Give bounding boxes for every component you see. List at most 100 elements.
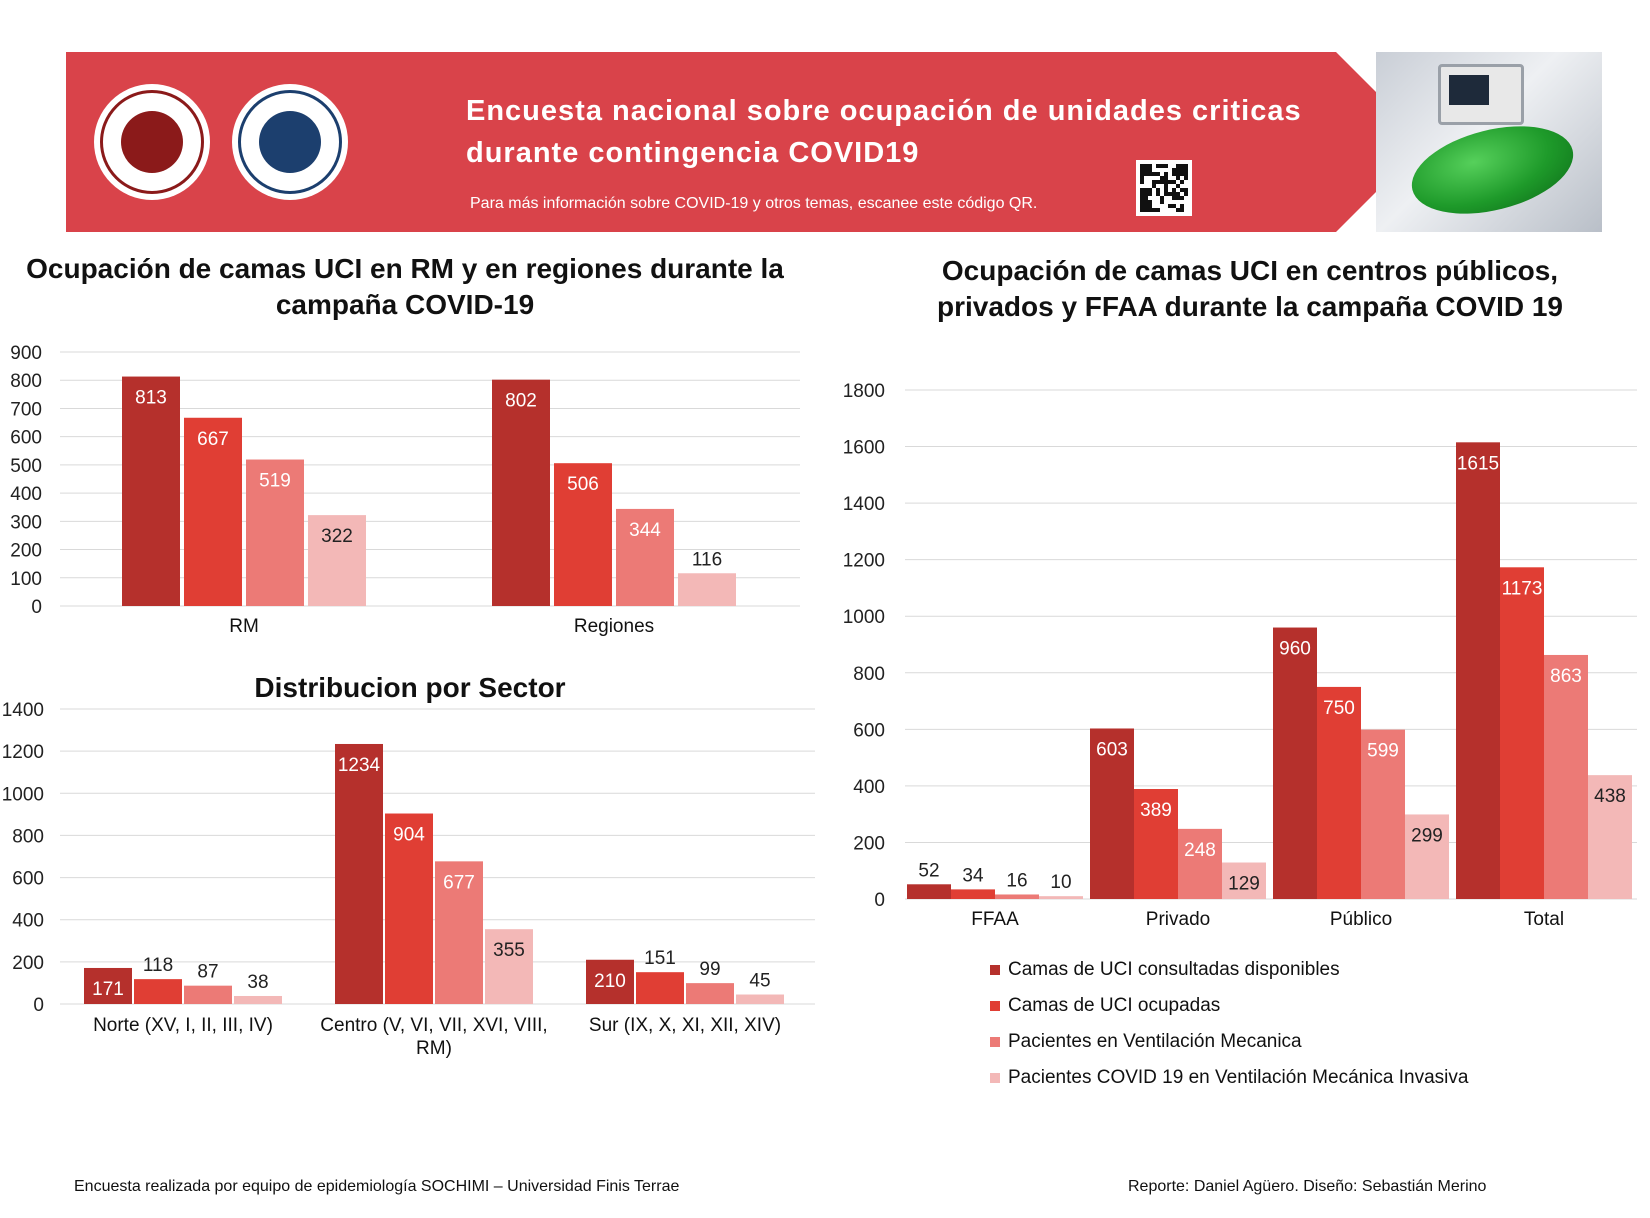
category-label: Centro (V, VI, VII, XVI, VIII, xyxy=(320,1015,547,1036)
legend-item: Pacientes COVID 19 en Ventilación Mecáni… xyxy=(990,1060,1468,1096)
footer-credit: Encuesta realizada por equipo de epidemi… xyxy=(74,1178,680,1195)
bar xyxy=(1222,862,1266,899)
bar xyxy=(184,985,232,1004)
data-label: 389 xyxy=(1140,800,1172,821)
y-tick-label: 0 xyxy=(33,995,44,1016)
category-label: Regiones xyxy=(574,616,654,637)
data-label: 344 xyxy=(629,520,661,541)
data-label: 210 xyxy=(594,971,626,992)
sochimi-logo xyxy=(94,84,210,200)
data-label: 129 xyxy=(1228,874,1260,895)
bar xyxy=(485,929,533,1004)
ventilator-photo xyxy=(1376,52,1602,232)
category-label: RM xyxy=(229,616,259,637)
y-tick-label: 1000 xyxy=(2,784,44,805)
legend-label: Pacientes en Ventilación Mecanica xyxy=(1008,1031,1302,1052)
bar xyxy=(736,994,784,1004)
legend-item: Camas de UCI ocupadas xyxy=(990,988,1468,1024)
bar xyxy=(1456,442,1500,899)
monitor-icon xyxy=(1438,64,1524,125)
category-label: Norte (XV, I, II, III, IV) xyxy=(93,1015,273,1036)
category-label: Total xyxy=(1524,909,1564,930)
bar xyxy=(1544,654,1588,899)
bar xyxy=(84,967,132,1004)
data-label: 960 xyxy=(1279,639,1311,660)
header-banner: Encuesta nacional sobre ocupación de uni… xyxy=(66,52,1602,232)
y-tick-label: 600 xyxy=(10,428,42,449)
y-tick-label: 100 xyxy=(10,569,42,590)
data-label: 1615 xyxy=(1457,453,1499,474)
data-label: 34 xyxy=(962,865,984,886)
banner-note: Para más información sobre COVID-19 y ot… xyxy=(470,195,1038,212)
data-label: 1234 xyxy=(338,755,381,776)
bar xyxy=(122,376,180,606)
data-label: 355 xyxy=(493,940,525,961)
bar xyxy=(1090,728,1134,899)
data-label: 506 xyxy=(567,474,599,495)
data-label: 45 xyxy=(749,971,770,992)
bar xyxy=(1039,896,1083,899)
legend-swatch xyxy=(990,965,1000,975)
bar xyxy=(951,889,995,899)
footer-report: Reporte: Daniel Agüero. Diseño: Sebastiá… xyxy=(1128,1178,1487,1195)
data-label: 99 xyxy=(699,959,720,980)
universidad-finis-terrae-logo xyxy=(232,84,348,200)
data-label: 248 xyxy=(1184,840,1216,861)
data-label: 677 xyxy=(443,872,475,893)
legend-label: Camas de UCI ocupadas xyxy=(1008,995,1221,1016)
category-label: RM) xyxy=(416,1038,452,1059)
bar xyxy=(134,979,182,1004)
data-label: 38 xyxy=(247,972,268,993)
category-label: Público xyxy=(1330,909,1392,930)
bar xyxy=(1273,627,1317,899)
y-tick-label: 900 xyxy=(10,343,42,364)
y-tick-label: 1400 xyxy=(2,700,44,721)
legend-swatch xyxy=(990,1037,1000,1047)
data-label: 599 xyxy=(1367,741,1399,762)
y-tick-label: 1200 xyxy=(2,742,44,763)
bar xyxy=(492,379,550,606)
legend-label: Camas de UCI consultadas disponibles xyxy=(1008,959,1340,980)
y-tick-label: 1400 xyxy=(843,494,885,515)
chart-sector-type-title: Ocupación de camas UCI en centros públic… xyxy=(936,255,1564,322)
data-label: 904 xyxy=(393,825,425,846)
banner-title-line-2: durante contingencia COVID19 xyxy=(466,137,920,169)
y-tick-label: 500 xyxy=(10,456,42,477)
y-tick-label: 200 xyxy=(12,953,44,974)
data-label: 116 xyxy=(692,549,722,570)
bar xyxy=(385,813,433,1004)
y-tick-label: 800 xyxy=(853,664,885,685)
category-label: Sur (IX, X, XI, XII, XIV) xyxy=(589,1015,781,1036)
bar xyxy=(1361,729,1405,899)
y-tick-label: 200 xyxy=(10,541,42,562)
bar xyxy=(184,417,242,606)
chart-sector-title: Distribucion por Sector xyxy=(254,672,566,703)
y-tick-label: 700 xyxy=(10,399,42,420)
y-tick-label: 400 xyxy=(10,484,42,505)
bar xyxy=(1500,567,1544,899)
bar xyxy=(308,515,366,606)
y-tick-label: 200 xyxy=(853,833,885,854)
banner-title: Encuesta nacional sobre ocupación de uni… xyxy=(466,90,1416,174)
y-tick-label: 800 xyxy=(10,371,42,392)
data-label: 16 xyxy=(1006,870,1027,891)
bar xyxy=(335,743,383,1004)
y-tick-label: 300 xyxy=(10,512,42,533)
bar xyxy=(636,972,684,1004)
category-label: FFAA xyxy=(971,909,1019,930)
data-label: 603 xyxy=(1096,739,1128,760)
bar xyxy=(246,459,304,606)
legend-item: Pacientes en Ventilación Mecanica xyxy=(990,1024,1468,1060)
bar xyxy=(995,894,1039,899)
data-label: 438 xyxy=(1594,786,1626,807)
qr-code-icon[interactable] xyxy=(1136,160,1192,216)
bar xyxy=(1178,828,1222,899)
banner-background xyxy=(66,52,1426,232)
bar xyxy=(1405,814,1449,899)
data-label: 1173 xyxy=(1502,578,1543,599)
bar xyxy=(586,959,634,1004)
data-label: 750 xyxy=(1323,698,1355,719)
